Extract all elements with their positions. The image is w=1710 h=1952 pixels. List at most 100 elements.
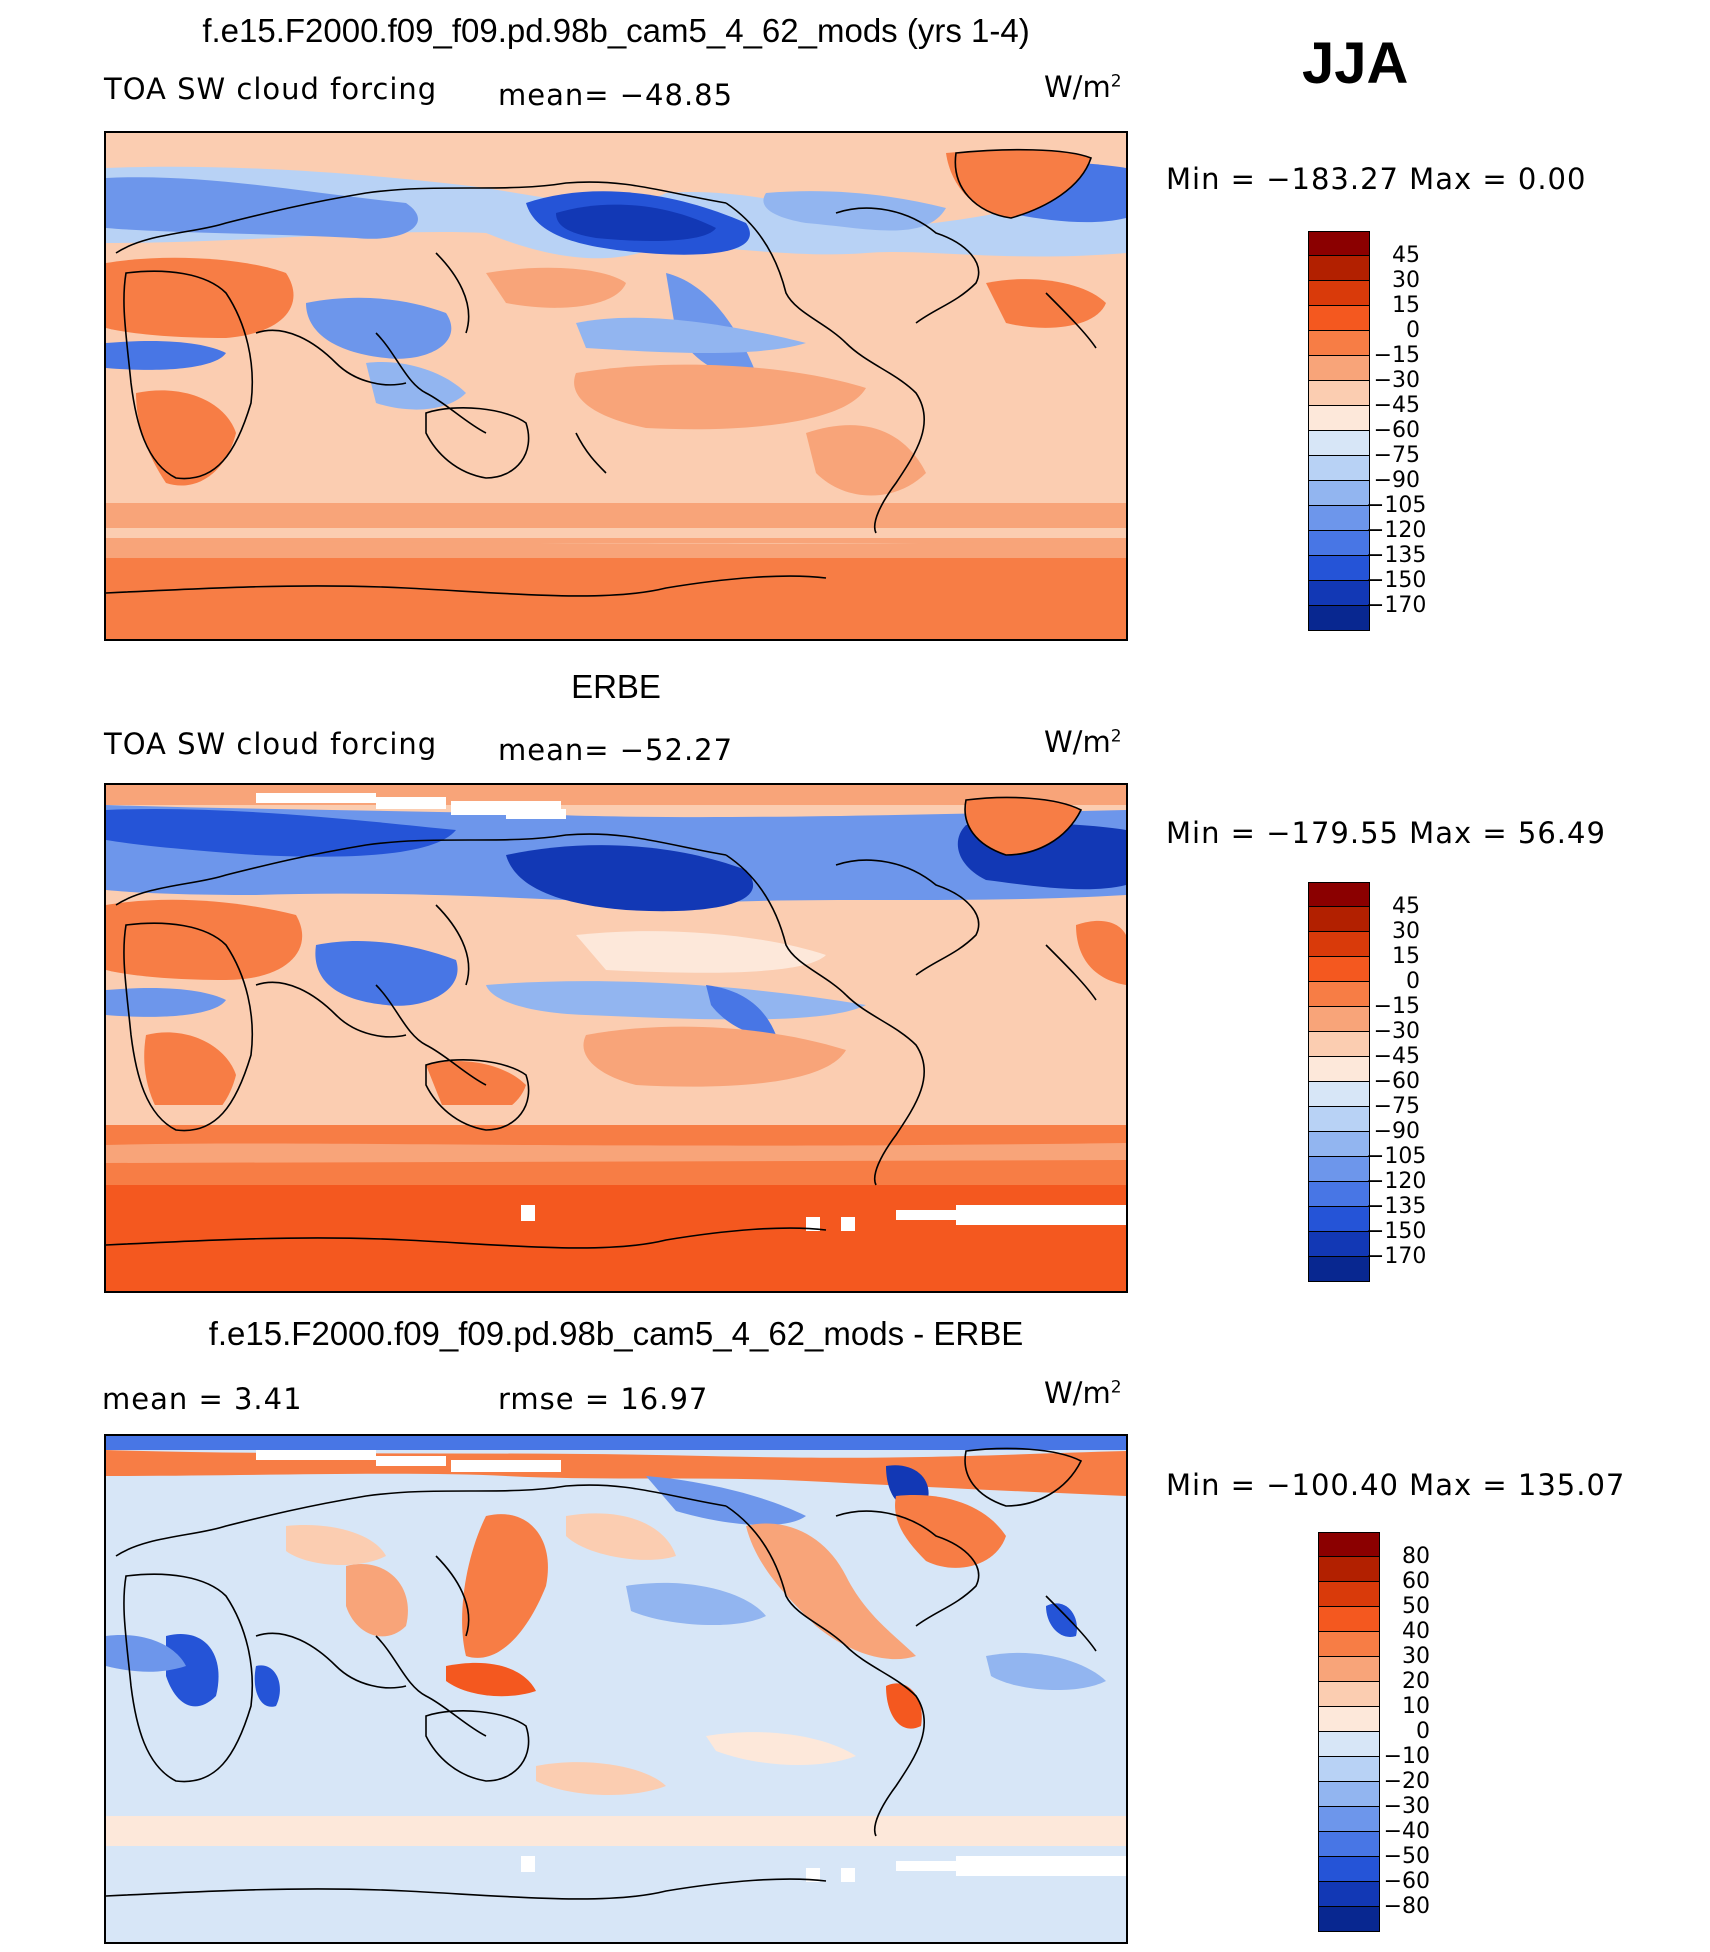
colorbar-tick-label: 20 — [1402, 1669, 1430, 1694]
colorbar-swatch — [1308, 556, 1370, 581]
panel-3-title: f.e15.F2000.f09_f09.pd.98b_cam5_4_62_mod… — [208, 1315, 1024, 1352]
colorbar-swatch — [1308, 1082, 1370, 1107]
colorbar-tick-label: −60 — [1373, 1069, 1420, 1094]
colorbar-tick-label: −40 — [1383, 1819, 1430, 1844]
season-label: JJA — [1302, 31, 1409, 96]
panel-1-units: W/m2 — [1044, 70, 1122, 104]
colorbar-tick-label: 0 — [1406, 318, 1420, 343]
colorbar-tick-label: −170 — [1366, 593, 1427, 618]
colorbar-swatch — [1318, 1857, 1380, 1882]
colorbar-swatch — [1308, 982, 1370, 1007]
colorbar-swatch — [1318, 1782, 1380, 1807]
colorbar-tick-label: −60 — [1383, 1869, 1430, 1894]
colorbar-tick-label: 0 — [1416, 1719, 1430, 1744]
colorbar-swatch — [1318, 1807, 1380, 1832]
colorbar-tick-label: −135 — [1366, 543, 1427, 568]
colorbar-tick-label: 30 — [1402, 1644, 1430, 1669]
colorbar-tick-label: −150 — [1366, 568, 1427, 593]
colorbar-swatch — [1308, 1257, 1370, 1282]
colorbar-swatch — [1318, 1907, 1380, 1932]
colorbar-tick-label: 45 — [1392, 243, 1420, 268]
colorbar-tick-label: −135 — [1366, 1194, 1427, 1219]
colorbar-tick-label: 30 — [1392, 919, 1420, 944]
colorbar-tick-label: −150 — [1366, 1219, 1427, 1244]
colorbar-swatch — [1308, 1007, 1370, 1032]
colorbar-tick-label: −105 — [1366, 493, 1427, 518]
colorbar-tick-label: −90 — [1373, 468, 1420, 493]
colorbar-swatch — [1308, 281, 1370, 306]
colorbar-swatch — [1308, 231, 1370, 256]
colorbar-swatch — [1308, 331, 1370, 356]
colorbar-swatch — [1308, 957, 1370, 982]
panel-3-map — [104, 1434, 1128, 1944]
colorbar-swatch — [1308, 581, 1370, 606]
colorbar-swatch — [1308, 1207, 1370, 1232]
colorbar-tick-label: −45 — [1373, 1044, 1420, 1069]
colorbar-tick-label: 15 — [1392, 944, 1420, 969]
colorbar-swatch — [1318, 1582, 1380, 1607]
panel-3-minmax: Min = −100.40 Max = 135.07 — [1166, 1468, 1626, 1502]
colorbar-swatch — [1308, 882, 1370, 907]
panel-3-units: W/m2 — [1044, 1376, 1122, 1410]
colorbar-tick-label: −45 — [1373, 393, 1420, 418]
panel-1-variable-label: TOA SW cloud forcing — [104, 72, 438, 106]
colorbar-swatch — [1308, 1182, 1370, 1207]
panel-2-units: W/m2 — [1044, 725, 1122, 759]
colorbar-tick-label: −30 — [1373, 1019, 1420, 1044]
panel-3-mean-label: mean = 3.41 — [102, 1382, 303, 1416]
colorbar-tick-label: −10 — [1383, 1744, 1430, 1769]
colorbar-swatch — [1308, 907, 1370, 932]
colorbar-swatch — [1308, 1107, 1370, 1132]
colorbar-tick-label: 10 — [1402, 1694, 1430, 1719]
panel-2-title: ERBE — [571, 668, 661, 705]
panel-1-title: f.e15.F2000.f09_f09.pd.98b_cam5_4_62_mod… — [202, 12, 1030, 49]
panel-1-map — [104, 131, 1128, 641]
colorbar-swatch — [1318, 1757, 1380, 1782]
colorbar-swatch — [1308, 531, 1370, 556]
colorbar-swatch — [1308, 1132, 1370, 1157]
colorbar-tick-label: −20 — [1383, 1769, 1430, 1794]
colorbar-tick-label: 45 — [1392, 894, 1420, 919]
colorbar-tick-label: −15 — [1373, 343, 1420, 368]
colorbar-swatch — [1308, 606, 1370, 631]
colorbar-tick-label: −30 — [1383, 1794, 1430, 1819]
colorbar-tick-label: −60 — [1373, 418, 1420, 443]
colorbar-tick-label: −80 — [1383, 1894, 1430, 1919]
colorbar-swatch — [1308, 1232, 1370, 1257]
colorbar-tick-label: −120 — [1366, 1169, 1427, 1194]
panel-1-minmax: Min = −183.27 Max = 0.00 — [1166, 162, 1587, 196]
colorbar-tick-label: 30 — [1392, 268, 1420, 293]
colorbar-swatch — [1308, 1032, 1370, 1057]
colorbar-swatch — [1318, 1682, 1380, 1707]
panel-2-map — [104, 783, 1128, 1293]
colorbar-swatch — [1318, 1732, 1380, 1757]
colorbar-tick-label: −75 — [1373, 443, 1420, 468]
colorbar-swatch — [1318, 1832, 1380, 1857]
colorbar-swatch — [1308, 506, 1370, 531]
colorbar-swatch — [1308, 256, 1370, 281]
colorbar-swatch — [1318, 1707, 1380, 1732]
colorbar-swatch — [1308, 1057, 1370, 1082]
colorbar-tick-label: −75 — [1373, 1094, 1420, 1119]
panel-1-mean-label: mean= −48.85 — [498, 78, 734, 112]
colorbar-tick-label: 15 — [1392, 293, 1420, 318]
panel-3-rmse-label: rmse = 16.97 — [498, 1382, 709, 1416]
colorbar-swatch — [1308, 932, 1370, 957]
colorbar-swatch — [1308, 456, 1370, 481]
panel-2-variable-label: TOA SW cloud forcing — [104, 727, 438, 761]
colorbar-tick-label: −50 — [1383, 1844, 1430, 1869]
colorbar-tick-label: −90 — [1373, 1119, 1420, 1144]
colorbar-swatch — [1308, 481, 1370, 506]
colorbar-tick-label: 60 — [1402, 1569, 1430, 1594]
colorbar-swatch — [1318, 1882, 1380, 1907]
colorbar-swatch — [1318, 1557, 1380, 1582]
colorbar-swatch — [1318, 1532, 1380, 1557]
colorbar-swatch — [1318, 1607, 1380, 1632]
colorbar-tick-label: −30 — [1373, 368, 1420, 393]
colorbar-swatch — [1308, 406, 1370, 431]
colorbar-tick-label: −105 — [1366, 1144, 1427, 1169]
colorbar-swatch — [1308, 381, 1370, 406]
colorbar-swatch — [1308, 306, 1370, 331]
colorbar-tick-label: 0 — [1406, 969, 1420, 994]
colorbar-swatch — [1308, 431, 1370, 456]
